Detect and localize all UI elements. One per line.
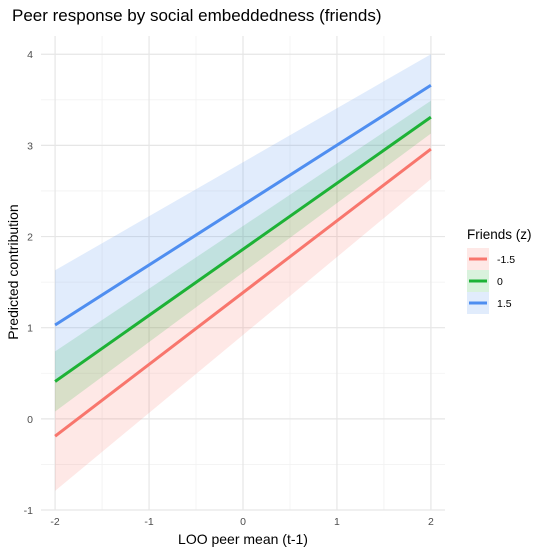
y-tick-label: -1 (24, 505, 33, 517)
legend-label: 0 (497, 276, 503, 288)
legend-title: Friends (z) (467, 227, 532, 242)
x-tick-label: 1 (334, 516, 340, 528)
legend: Friends (z) -1.5 0 1.5 (467, 227, 532, 314)
legend-label: 1.5 (497, 298, 512, 310)
y-tick-label: 4 (27, 49, 33, 61)
y-tick-label: 1 (27, 323, 33, 335)
legend-label: -1.5 (497, 254, 515, 266)
y-tick-label: 3 (27, 140, 33, 152)
x-tick-label: -1 (144, 516, 153, 528)
y-axis-title: Predicted contribution (5, 204, 21, 339)
confidence-band (55, 118, 431, 491)
y-tick-label: 0 (27, 414, 33, 426)
x-tick-label: 2 (428, 516, 434, 528)
series-line (54, 147, 432, 438)
series-line (54, 115, 432, 383)
series-lines (54, 83, 432, 438)
x-tick-label: 0 (240, 516, 246, 528)
tick-labels: -2 -1 0 1 2 -1 0 1 2 3 4 (24, 49, 434, 528)
series-line (54, 83, 432, 327)
confidence-band (55, 54, 431, 380)
x-tick-label: -2 (50, 516, 59, 528)
confidence-bands (55, 54, 431, 491)
x-axis-title: LOO peer mean (t-1) (178, 531, 308, 547)
confidence-band (55, 100, 431, 412)
grid (41, 36, 445, 511)
y-tick-label: 2 (27, 232, 33, 244)
chart-title: Peer response by social embeddedness (fr… (12, 6, 381, 25)
